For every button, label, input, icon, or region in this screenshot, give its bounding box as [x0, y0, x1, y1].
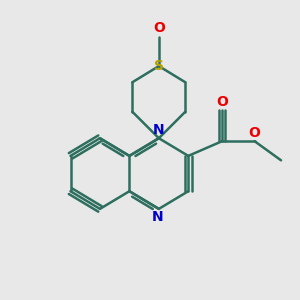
Text: O: O — [249, 126, 260, 140]
Text: S: S — [154, 59, 164, 73]
Text: N: N — [153, 123, 165, 137]
Text: O: O — [216, 95, 228, 109]
Text: O: O — [153, 21, 165, 35]
Text: N: N — [152, 210, 163, 224]
